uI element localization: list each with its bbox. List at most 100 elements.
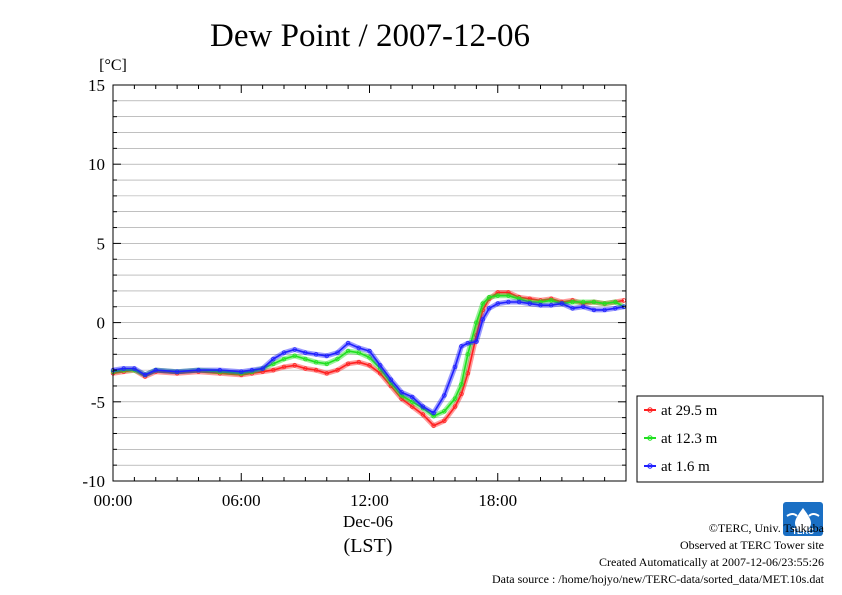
data-point [377, 363, 383, 368]
copyright-text: ©TERC, Univ. Tsukuba [708, 521, 824, 535]
legend-marker [647, 463, 653, 469]
data-point [303, 366, 308, 371]
data-point [465, 371, 471, 376]
data-point [271, 361, 276, 366]
x-tick-label: 06:00 [222, 491, 261, 510]
data-point [613, 299, 618, 305]
data-point [548, 302, 554, 308]
data-point [442, 418, 447, 424]
data-point [487, 295, 492, 300]
data-point [459, 391, 464, 397]
x-tick-label: 12:00 [350, 491, 389, 510]
data-point [495, 290, 500, 295]
logo-text: TERC [792, 527, 814, 536]
data-point [313, 352, 319, 357]
credits-block: ©TERC, Univ. Tsukuba Observed at TERC To… [492, 520, 824, 588]
series-layer [110, 290, 627, 429]
data-point [538, 302, 543, 308]
data-point [335, 350, 340, 355]
series-1 [110, 290, 627, 429]
data-point [260, 366, 265, 371]
data-point [249, 367, 255, 373]
data-point [431, 413, 436, 419]
created-text: Created Automatically at 2007-12-06/23:5… [599, 555, 824, 569]
data-point [132, 366, 137, 371]
data-point [345, 340, 351, 346]
data-point [281, 364, 287, 370]
y-tick-label: -10 [82, 472, 105, 491]
x-tick-label: 00:00 [94, 491, 133, 510]
data-point [217, 367, 223, 373]
data-point [459, 382, 464, 387]
data-point [452, 396, 458, 401]
data-point [345, 361, 351, 366]
wave-icon [786, 513, 820, 517]
water-drop-icon [795, 508, 811, 531]
data-point [367, 363, 372, 368]
legend-label: at 29.5 m [661, 403, 718, 419]
data-point [367, 348, 372, 354]
legend-label: at 1.6 m [661, 459, 710, 475]
data-point [399, 390, 404, 395]
data-point [442, 409, 447, 414]
y-tick-label: 0 [97, 314, 106, 333]
data-point [474, 320, 479, 325]
data-point [367, 355, 372, 360]
data-point [495, 301, 500, 306]
data-point [356, 345, 362, 351]
data-point [465, 352, 471, 357]
data-point [153, 367, 158, 373]
data-point [459, 344, 464, 349]
data-point [452, 364, 458, 370]
data-point [538, 299, 543, 305]
data-point [480, 301, 485, 306]
data-point [452, 404, 458, 409]
y-tick-label: 5 [97, 234, 106, 253]
data-point [292, 353, 297, 359]
data-point [196, 367, 201, 373]
data-point [174, 369, 180, 374]
data-point [613, 306, 618, 311]
data-point [516, 296, 522, 302]
data-point [591, 307, 597, 313]
data-point [303, 350, 308, 355]
data-point [324, 361, 329, 366]
chart-title: Dew Point / 2007-12-06 [210, 18, 530, 54]
data-point [271, 367, 276, 373]
data-point [356, 350, 362, 355]
data-point [335, 356, 340, 362]
data-point [559, 301, 565, 306]
data-point [292, 363, 297, 368]
data-point [527, 301, 533, 306]
data-point [581, 304, 586, 309]
data-point [591, 299, 597, 305]
series-2 [110, 293, 627, 419]
data-point [303, 356, 308, 362]
data-point [420, 404, 426, 409]
data-point [570, 306, 575, 311]
x-axis-unit-label: (LST) [344, 535, 393, 557]
y-axis: 15 10 5 0 -5 -10 [82, 76, 626, 491]
series-3 [110, 299, 627, 416]
data-point [465, 340, 471, 346]
data-point [581, 299, 586, 305]
terc-logo: TERC [783, 502, 823, 536]
data-point [506, 299, 511, 305]
data-point [313, 367, 319, 373]
data-point [324, 353, 329, 359]
data-point [377, 371, 383, 376]
data-point [281, 356, 287, 362]
data-point [142, 372, 148, 378]
data-point [281, 350, 287, 355]
data-point [420, 412, 426, 417]
data-point [239, 369, 244, 374]
y-tick-label: -5 [91, 393, 105, 412]
data-point [602, 301, 607, 306]
data-point [527, 296, 533, 302]
data-point [260, 369, 265, 374]
data-point [548, 298, 554, 303]
data-point [292, 347, 297, 352]
data-point [431, 423, 436, 428]
data-point [410, 404, 415, 409]
